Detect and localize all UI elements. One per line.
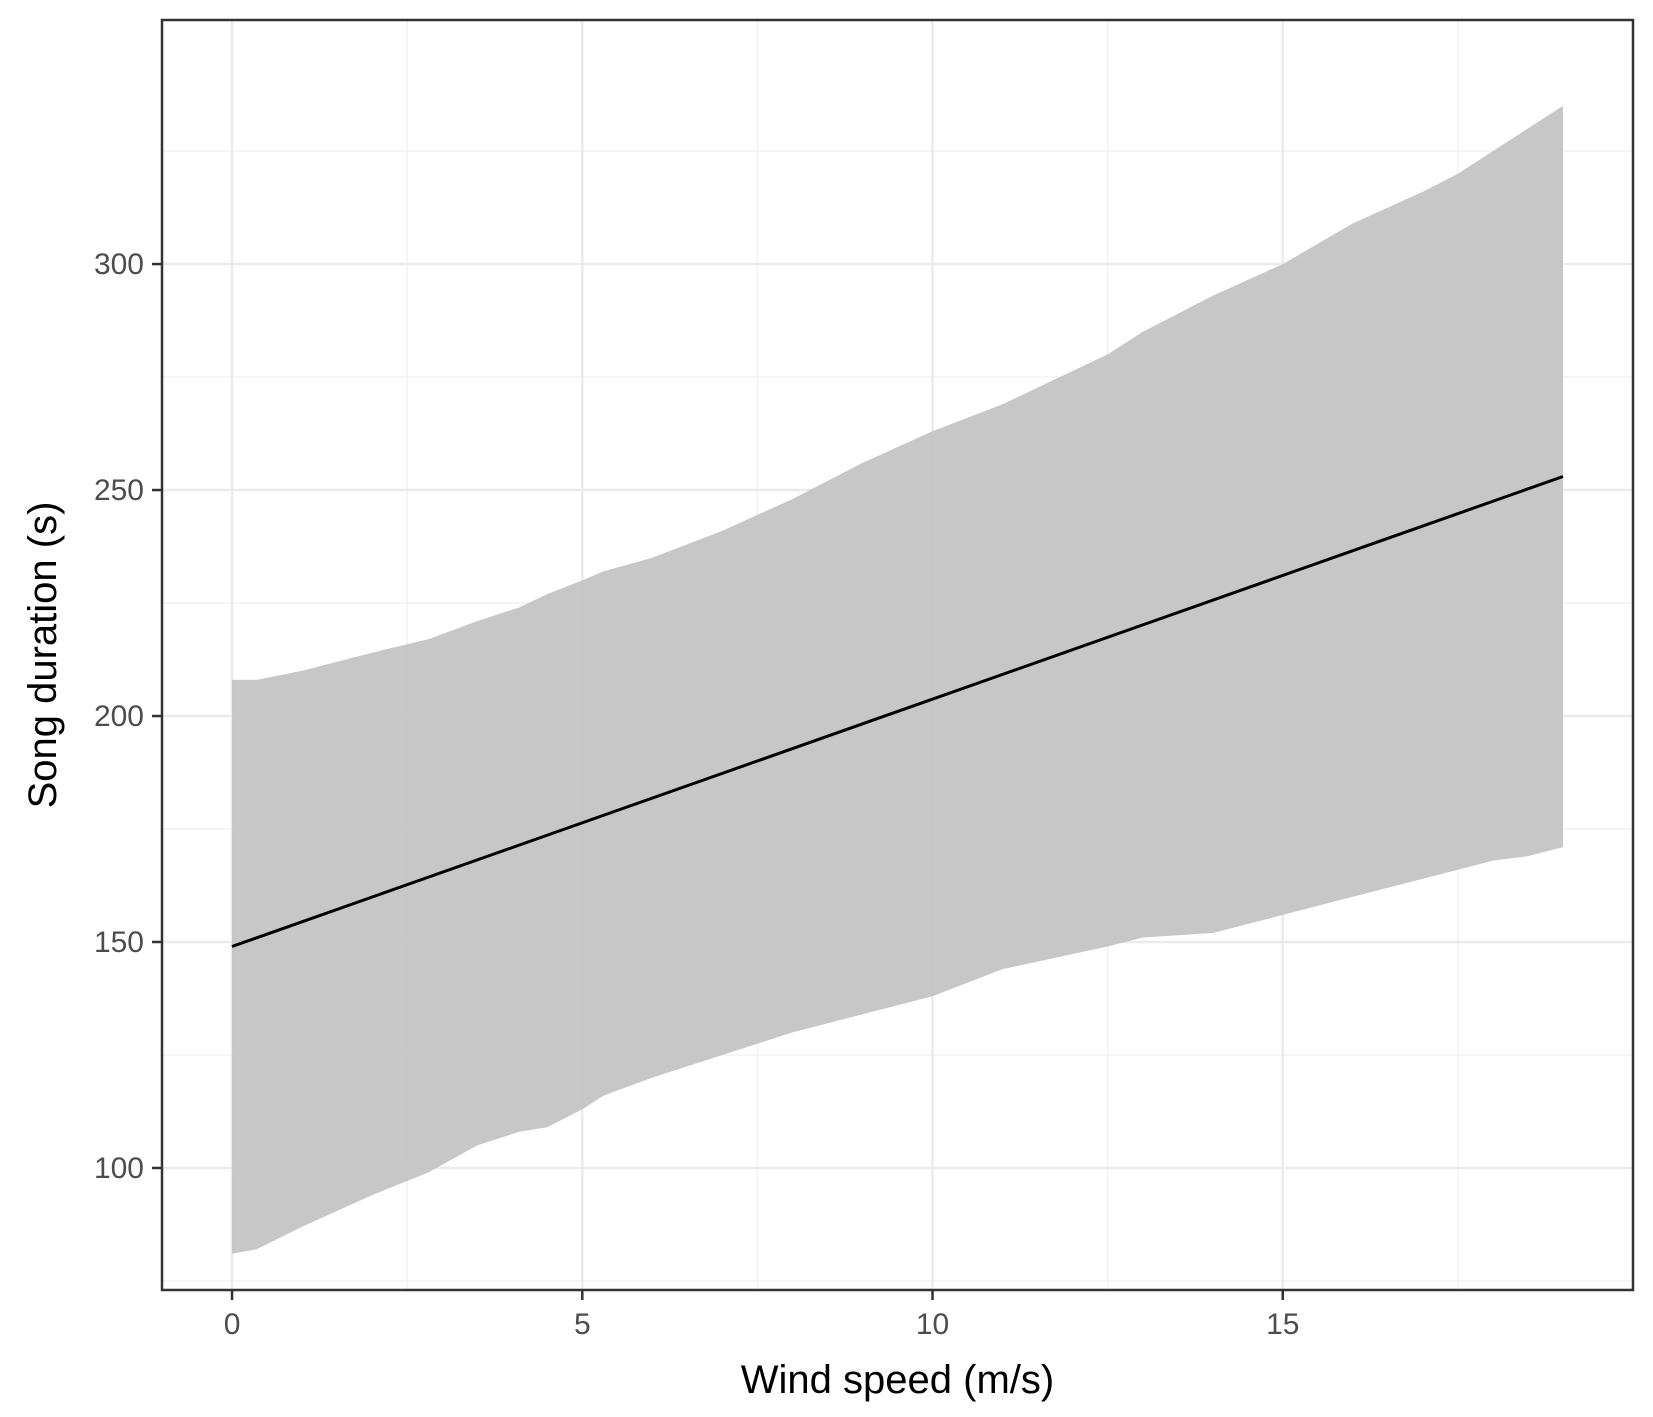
y-tick-label: 250 bbox=[94, 474, 144, 507]
y-tick-label: 100 bbox=[94, 1152, 144, 1185]
y-axis: 100 150 200 250 300 bbox=[94, 248, 162, 1185]
y-tick-label: 300 bbox=[94, 248, 144, 281]
y-tick-label: 150 bbox=[94, 926, 144, 959]
y-tick-label: 200 bbox=[94, 700, 144, 733]
x-tick-label: 10 bbox=[916, 1308, 949, 1341]
confidence-band bbox=[232, 105, 1563, 1254]
x-axis-title: Wind speed (m/s) bbox=[741, 1358, 1054, 1402]
x-axis: 0 5 10 15 bbox=[224, 1290, 1299, 1341]
panel-border bbox=[160, 18, 1635, 1292]
y-axis-title: Song duration (s) bbox=[21, 502, 65, 809]
x-tick-label: 5 bbox=[574, 1308, 591, 1341]
x-tick-label: 0 bbox=[224, 1308, 241, 1341]
x-tick-label: 15 bbox=[1266, 1308, 1299, 1341]
confidence-band-layer bbox=[232, 105, 1563, 1254]
trend-line bbox=[231, 475, 1564, 948]
trend-line-layer bbox=[231, 475, 1564, 948]
